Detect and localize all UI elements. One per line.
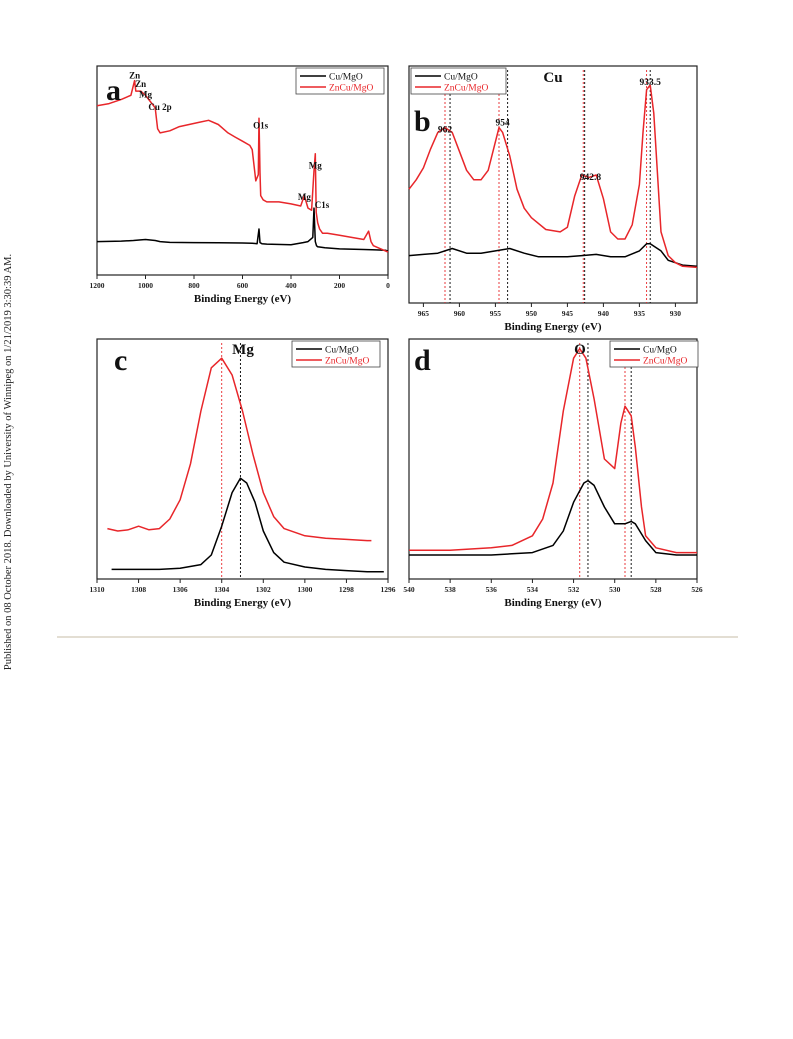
legend-entry: ZnCu/MgO <box>643 357 687 367</box>
legend-entry: Cu/MgO <box>325 346 359 356</box>
x-tick-label: 0 <box>386 281 390 290</box>
x-tick-label: 1306 <box>173 585 188 594</box>
series-zncu-mgo-line <box>96 79 389 253</box>
x-axis-label: Binding Energy (eV) <box>194 293 292 305</box>
x-tick-label: 940 <box>598 309 610 318</box>
x-tick-label: 965 <box>418 309 430 318</box>
panel-a-survey-spectrum: 1200 1000 800 600 400 200 0 Binding Energy (eV)… <box>90 65 390 305</box>
panel-c-mg-spectrum: 1310 1308 1306 1304 1302 1300 1298 1296 Binding … <box>90 338 396 609</box>
legend-entry: Cu/MgO <box>444 73 478 83</box>
legend-entry: ZnCu/MgO <box>329 84 373 94</box>
series-zncu-mgo-line <box>408 84 698 269</box>
x-tick-label: 1308 <box>131 585 146 594</box>
x-tick-label: 1310 <box>90 585 105 594</box>
plot-frame <box>408 338 698 580</box>
x-tick-label: 1302 <box>256 585 271 594</box>
panel-letter: c <box>114 344 127 377</box>
legend-box <box>291 340 381 368</box>
peak-annotation: Mg <box>139 89 152 99</box>
plot-frame <box>408 65 698 304</box>
panel-title: Cu <box>543 70 562 86</box>
x-tick-label: 945 <box>562 309 574 318</box>
x-tick-label: 1304 <box>214 585 229 594</box>
x-tick-label: 540 <box>403 585 415 594</box>
x-axis-label: Binding Energy (eV) <box>504 321 602 333</box>
panel-d-o-spectrum: 540 538 536 534 532 530 528 526 Binding Energy (… <box>403 338 703 609</box>
series-cu-mgo-line <box>408 243 698 268</box>
series-cu-mgo-line <box>96 207 389 252</box>
x-tick-label: 526 <box>691 585 703 594</box>
peak-annotation: Mg <box>298 192 311 202</box>
legend-entry: Cu/MgO <box>329 73 363 83</box>
x-tick-label: 536 <box>486 585 498 594</box>
x-tick-label: 935 <box>634 309 646 318</box>
peak-annotation: 962 <box>438 125 453 135</box>
x-tick-label: 1300 <box>297 585 312 594</box>
xps-figure: 1200 1000 800 600 400 200 0 Binding Energy (eV)… <box>90 65 703 609</box>
peak-annotation: 933.5 <box>640 78 662 88</box>
legend-entry: ZnCu/MgO <box>444 84 488 94</box>
peak-annotation: 942.8 <box>580 173 602 183</box>
x-tick-label: 1200 <box>90 281 105 290</box>
panel-b-cu-spectrum: 965 960 955 950 945 940 935 930 Binding Energy (… <box>408 65 698 333</box>
legend-box <box>609 340 699 368</box>
x-tick-label: 960 <box>454 309 466 318</box>
x-tick-label: 400 <box>285 281 297 290</box>
panel-title: Mg <box>232 342 254 358</box>
x-tick-label: 200 <box>334 281 346 290</box>
panel-letter: d <box>414 344 431 377</box>
x-tick-label: 950 <box>526 309 538 318</box>
peak-annotation: O1s <box>253 121 269 131</box>
peak-annotation: Mg <box>309 160 322 170</box>
x-tick-label: 538 <box>445 585 457 594</box>
x-tick-label: 955 <box>490 309 502 318</box>
x-tick-label: 532 <box>568 585 580 594</box>
peak-annotation: 954 <box>495 118 510 128</box>
x-tick-label: 800 <box>188 281 200 290</box>
legend-box <box>295 67 385 95</box>
x-tick-label: 528 <box>650 585 662 594</box>
panel-letter: b <box>414 105 431 138</box>
legend-entry: ZnCu/MgO <box>325 357 369 367</box>
x-tick-label: 1000 <box>138 281 153 290</box>
legend-box <box>410 67 507 95</box>
legend-entry: Cu/MgO <box>643 346 677 356</box>
peak-annotation: Cu 2p <box>148 102 171 112</box>
x-tick-label: 530 <box>609 585 621 594</box>
x-tick-label: 930 <box>670 309 682 318</box>
x-tick-label: 1296 <box>381 585 396 594</box>
series-zncu-mgo-line <box>107 357 372 542</box>
peak-annotation: Zn <box>135 79 146 89</box>
panel-letter: a <box>106 74 121 107</box>
x-tick-label: 1298 <box>339 585 354 594</box>
x-tick-label: 534 <box>527 585 539 594</box>
series-cu-mgo-line <box>409 479 697 556</box>
x-tick-label: 600 <box>237 281 249 290</box>
panel-title: O <box>574 342 586 358</box>
peak-annotation: Zn <box>129 71 140 81</box>
x-axis-label: Binding Energy (eV) <box>504 597 602 609</box>
section-divider <box>57 636 738 638</box>
series-zncu-mgo-line <box>409 347 697 554</box>
series-cu-mgo-line <box>111 477 384 573</box>
x-axis-label: Binding Energy (eV) <box>194 597 292 609</box>
plot-frame <box>96 338 389 580</box>
peak-annotation: C1s <box>315 200 330 210</box>
